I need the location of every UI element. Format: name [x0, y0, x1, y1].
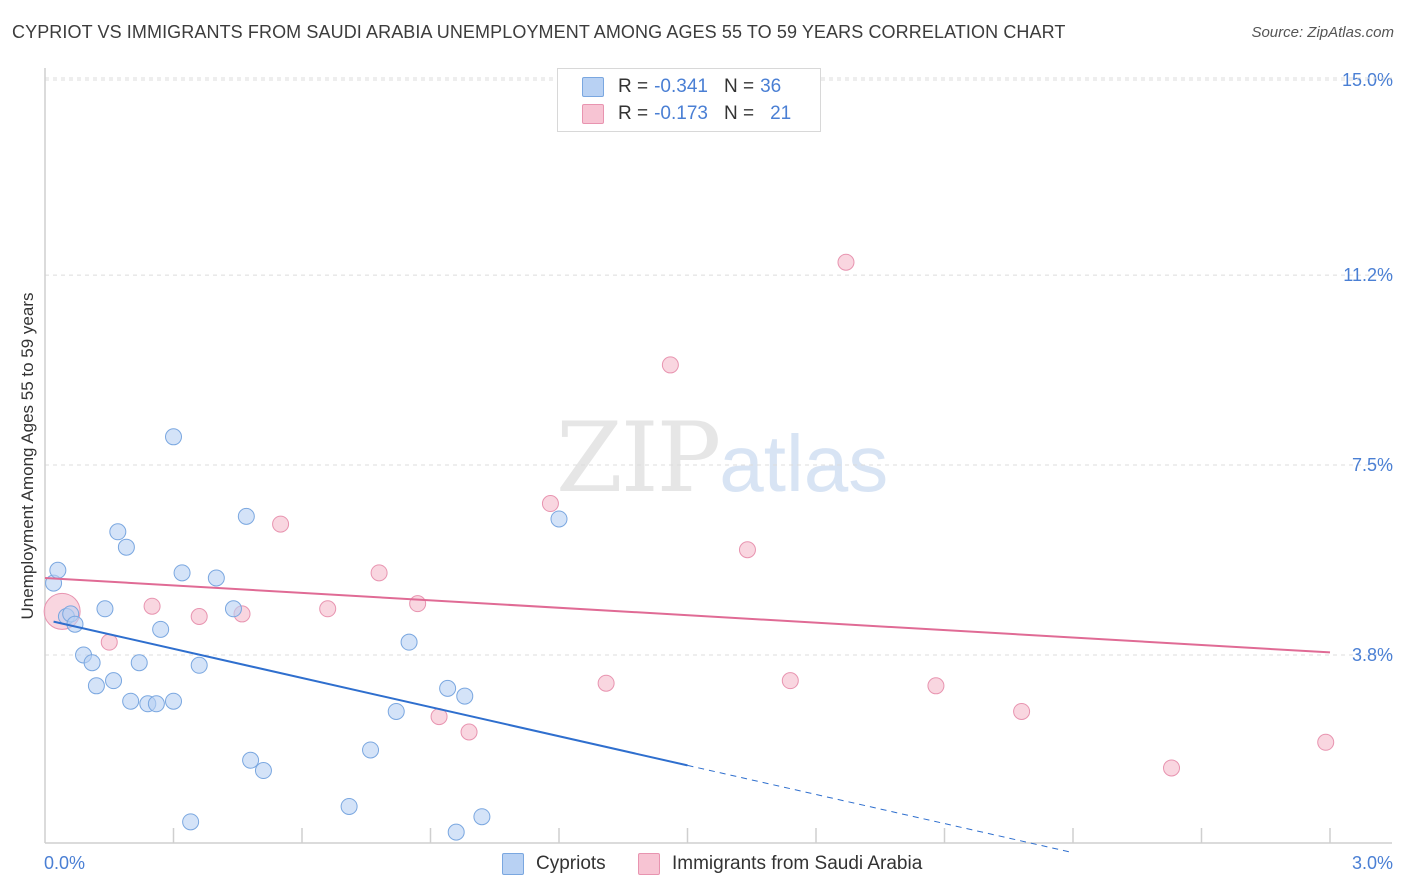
watermark-zip: ZIP [556, 402, 721, 514]
data-point-cypriots [130, 654, 148, 672]
data-point-saudi [541, 495, 559, 513]
trendline-saudi [44, 576, 1331, 654]
legend-r-label: R = [618, 103, 649, 124]
data-point-saudi [319, 600, 337, 618]
legend-r-label: R = [618, 76, 649, 97]
data-point-cypriots [400, 633, 418, 651]
data-point-saudi [460, 723, 478, 741]
chart-title: CYPRIOT VS IMMIGRANTS FROM SAUDI ARABIA … [12, 22, 1066, 42]
bottom-legend-saudi: Immigrants from Saudi Arabia [638, 851, 922, 877]
data-point-saudi [409, 595, 427, 613]
correlation-legend: R = -0.341 N = 36 R = -0.173 N = 21 [557, 68, 821, 132]
data-point-cypriots [439, 679, 457, 697]
data-point-saudi [738, 541, 756, 559]
watermark: ZIPatlas [556, 402, 888, 514]
data-point-saudi [272, 515, 290, 533]
data-point-cypriots [190, 656, 208, 674]
y-axis-label: Unemployment Among Ages 55 to 59 years [18, 292, 37, 620]
data-point-saudi [1163, 759, 1181, 777]
data-point-saudi [190, 607, 208, 625]
data-point-cypriots [340, 797, 358, 815]
legend-swatch-cypriots [582, 77, 604, 97]
legend-r-value: -0.173 [654, 103, 708, 124]
y-tick-label: 11.2% [1343, 265, 1393, 285]
data-point-cypriots [165, 692, 182, 710]
data-point-cypriots [109, 523, 127, 541]
data-point-cypriots [447, 823, 465, 841]
data-point-saudi [661, 356, 679, 374]
data-point-saudi [837, 253, 855, 271]
bottom-legend-swatch-cypriots [502, 853, 524, 875]
data-point-cypriots [473, 808, 491, 826]
data-point-cypriots [456, 687, 474, 705]
legend-row-saudi: R = -0.173 N = 21 [582, 102, 791, 126]
data-point-saudi [100, 633, 118, 651]
data-point-saudi [597, 674, 615, 692]
data-point-cypriots [254, 762, 272, 780]
bottom-legend-label-saudi: Immigrants from Saudi Arabia [672, 853, 923, 874]
data-point-saudi [143, 597, 161, 615]
data-point-cypriots [173, 564, 191, 582]
y-tick-label: 3.8% [1352, 645, 1393, 665]
data-point-cypriots [152, 620, 170, 638]
y-tick-label: 7.5% [1352, 455, 1393, 475]
bottom-legend-swatch-saudi [638, 853, 660, 875]
legend-n-value: 36 [760, 76, 782, 97]
trendline-cypriots-extension [687, 764, 1074, 854]
data-point-cypriots [207, 569, 225, 587]
data-point-cypriots [96, 600, 114, 618]
data-point-cypriots [122, 692, 140, 710]
data-point-cypriots [237, 507, 255, 525]
legend-r-value: -0.341 [654, 76, 708, 97]
data-point-cypriots [362, 741, 380, 759]
legend-n-label: N = [723, 76, 755, 97]
legend-n-label: N = [723, 103, 755, 124]
data-point-cypriots [105, 672, 123, 690]
source-label: Source: ZipAtlas.com [1251, 24, 1394, 41]
data-point-cypriots [165, 428, 182, 446]
data-point-saudi [1013, 702, 1031, 720]
data-point-cypriots [224, 600, 242, 618]
data-point-cypriots [117, 538, 135, 556]
x-tick-label: 0.0% [44, 853, 85, 873]
data-point-saudi [370, 564, 388, 582]
bottom-legend-label-cypriots: Cypriots [536, 853, 606, 874]
data-point-saudi [927, 677, 945, 695]
legend-swatch-saudi [582, 104, 604, 124]
data-point-cypriots [387, 702, 405, 720]
trendline-cypriots [53, 620, 688, 767]
data-point-cypriots [87, 677, 105, 695]
data-point-saudi [1317, 733, 1335, 751]
x-tick-label: 3.0% [1352, 853, 1393, 873]
watermark-atlas: atlas [719, 419, 889, 508]
data-point-cypriots [242, 751, 260, 769]
bottom-legend-cypriots: Cypriots [502, 851, 606, 877]
data-point-cypriots [49, 561, 67, 579]
data-point-cypriots [83, 654, 101, 672]
data-point-cypriots [182, 813, 200, 831]
legend-n-value: 21 [770, 103, 792, 124]
y-tick-label: 15.0% [1342, 70, 1393, 90]
data-point-cypriots [550, 510, 568, 528]
data-point-cypriots [147, 695, 165, 713]
data-point-saudi [781, 672, 799, 690]
legend-row-cypriots: R = -0.341 N = 36 [582, 75, 781, 99]
